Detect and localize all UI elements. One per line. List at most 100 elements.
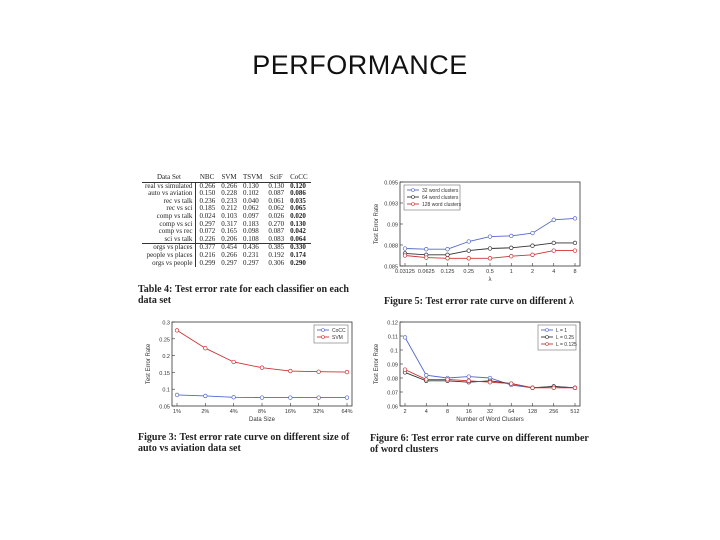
table-caption-label: Table 4:: [138, 284, 173, 295]
table-value-cell: 0.130: [268, 181, 285, 190]
x-tick-label: 1%: [173, 409, 181, 415]
legend-label: 128 word clusters: [422, 202, 462, 208]
y-axis-label: Test Error Rate: [146, 343, 152, 384]
y-tick-label: 0.2: [162, 354, 170, 360]
table-value-cell: 0.206: [221, 234, 237, 243]
data-point: [572, 240, 578, 246]
table-value-cell: 0.297: [221, 258, 237, 267]
x-tick-label: 4%: [230, 409, 238, 415]
table-header-row: Data Set NBC SVM TSVM SciF CoCC: [142, 173, 311, 183]
data-point: [174, 328, 180, 333]
table-value-cell: 0.020: [290, 211, 306, 220]
data-point: [316, 395, 321, 400]
figure-5-caption-label: Figure 5:: [384, 296, 423, 307]
table-caption: Table 4: Test error rate for each classi…: [138, 284, 356, 306]
figure-3-caption-label: Figure 3:: [138, 432, 177, 443]
table-value-cell: 0.024: [199, 211, 216, 220]
x-tick-label: 0.125: [441, 269, 455, 275]
x-tick-label: 8: [446, 409, 449, 415]
table-value-cell: 0.108: [242, 234, 259, 243]
legend-marker: [545, 335, 549, 339]
x-tick-label: 16: [466, 409, 472, 415]
data-point: [509, 381, 514, 386]
table-value-cell: 0.192: [268, 250, 285, 259]
data-point: [231, 395, 236, 400]
x-axis-label: Data Size: [249, 417, 276, 423]
table-value-cell: 0.297: [242, 258, 259, 267]
table-value-cell: 0.061: [268, 196, 285, 205]
slide-title: PERFORMANCE: [252, 50, 468, 80]
table-dataset-cell: sci vs talk: [142, 235, 197, 244]
table-value-cell: 0.102: [242, 189, 259, 198]
y-tick-label: 0.09: [387, 223, 398, 229]
table-value-cell: 0.150: [199, 189, 216, 198]
data-point: [530, 385, 535, 390]
data-point: [466, 378, 471, 383]
table-header-cell: CoCC: [287, 173, 311, 183]
data-point: [572, 385, 578, 390]
table-value-cell: 0.086: [290, 189, 306, 198]
y-tick-label: 0.093: [384, 202, 398, 208]
x-tick-label: 2%: [201, 409, 209, 415]
x-tick-label: 64%: [341, 409, 352, 415]
x-tick-label: 8%: [258, 409, 266, 415]
legend-box: [537, 324, 577, 351]
table-dataset-cell: rec vs talk: [142, 197, 197, 206]
table-value-cell: 0.299: [199, 258, 216, 267]
data-point: [259, 365, 265, 370]
table-value-cell: 0.436: [239, 243, 266, 252]
table-header-cell: NBC: [195, 173, 219, 183]
table-value-cell: 0.233: [221, 196, 237, 205]
table-row: people vs places 0.216 0.266 0.231 0.192 0.17…: [142, 250, 311, 260]
table-header-cell: SVM: [218, 173, 240, 183]
x-tick-label: 2: [403, 409, 406, 415]
data-point: [402, 335, 408, 340]
table-dataset-cell: comp vs talk: [142, 212, 197, 221]
x-tick-label: 0.5: [486, 269, 494, 275]
data-point: [402, 253, 408, 258]
legend-marker: [411, 202, 415, 206]
results-table: Data Set NBC SVM TSVM SciF CoCC real vs simula…: [142, 173, 311, 268]
table-value-cell: 0.174: [290, 250, 306, 259]
legend-label: L = 0.125: [556, 342, 577, 348]
x-tick-label: 0.0625: [418, 269, 435, 275]
x-tick-label: 0.03125: [395, 269, 415, 275]
data-point: [466, 248, 471, 253]
table-dataset-cell: auto vs aviation: [142, 190, 197, 198]
y-tick-label: 0.06: [387, 405, 398, 411]
table-header-cell: SciF: [265, 173, 288, 183]
table-value-cell: 0.083: [268, 234, 285, 243]
data-point: [551, 240, 556, 246]
legend-marker: [321, 335, 325, 339]
table-value-cell: 0.130: [290, 219, 306, 228]
data-point: [424, 377, 429, 382]
table-value-cell: 0.212: [221, 204, 237, 213]
x-axis-label: λ: [489, 277, 492, 283]
legend-marker: [545, 328, 549, 332]
data-point: [288, 395, 293, 400]
table-value-cell: 0.087: [268, 227, 285, 236]
data-point: [402, 367, 408, 372]
data-point: [466, 256, 471, 261]
table-value-cell: 0.385: [265, 243, 288, 252]
table-value-cell: 0.216: [199, 250, 216, 259]
table-row: comp vs sci 0.297 0.317 0.183 0.270 0.130: [142, 219, 311, 229]
figure-5-caption: Figure 5: Test error rate curve on diffe…: [384, 296, 594, 307]
table-value-cell: 0.064: [290, 234, 306, 243]
legend-label: L = 1: [556, 328, 567, 334]
data-point: [466, 239, 471, 244]
x-tick-label: 128: [528, 409, 537, 415]
x-tick-label: 256: [549, 409, 558, 415]
x-tick-label: 1: [510, 269, 513, 275]
table-row: real vs simulated 0.266 0.266 0.130 0.130 0.1…: [142, 181, 311, 191]
figure-6-caption-label: Figure 6:: [370, 433, 409, 444]
table-value-cell: 0.236: [199, 196, 216, 205]
x-tick-label: 512: [570, 409, 579, 415]
table-value-cell: 0.040: [242, 196, 259, 205]
table-row: comp vs rec 0.072 0.165 0.098 0.087 0.042: [142, 228, 311, 236]
data-point: [509, 245, 514, 250]
table-value-cell: 0.183: [242, 219, 259, 228]
figure-6-caption: Figure 6: Test error rate curve on diffe…: [370, 433, 590, 455]
legend-label: 32 word clusters: [422, 188, 459, 194]
data-point: [572, 248, 578, 253]
